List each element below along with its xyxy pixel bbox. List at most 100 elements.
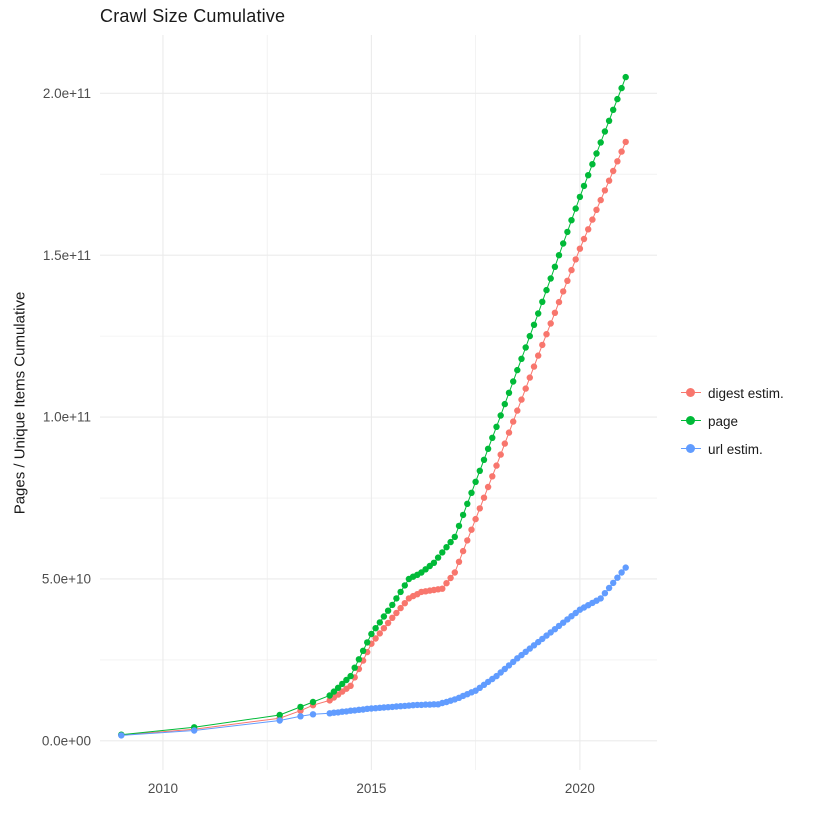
data-point-digest (389, 614, 396, 621)
data-point-url (622, 564, 629, 571)
gridlines (100, 35, 657, 770)
data-point-page (585, 172, 592, 179)
x-tick-label: 2020 (565, 781, 595, 796)
data-point-page (551, 263, 559, 270)
data-point-digest (505, 429, 513, 436)
data-point-page (309, 698, 317, 706)
data-point-page (493, 423, 500, 430)
data-point-page (443, 544, 450, 551)
data-point-digest (472, 515, 479, 523)
data-point-page (576, 193, 584, 201)
data-point-digest (493, 462, 500, 469)
data-point-page (439, 549, 446, 556)
series-url (118, 564, 629, 739)
data-point-digest (601, 187, 609, 194)
data-point-digest (518, 396, 525, 403)
chart-title: Crawl Size Cumulative (100, 6, 286, 26)
y-tick-label: 2.0e+11 (43, 86, 91, 101)
data-point-digest (459, 547, 467, 555)
data-point-page (376, 619, 383, 626)
data-point-page (560, 240, 567, 247)
data-point-digest (585, 226, 592, 233)
data-point-digest (568, 266, 575, 274)
x-axis-tick-labels: 2010 2015 2020 (148, 781, 595, 796)
data-point-url (505, 662, 513, 669)
data-point-page (355, 656, 363, 663)
data-point-page (347, 672, 354, 680)
data-point-url (618, 569, 625, 576)
data-point-page (484, 445, 492, 452)
data-point-page (343, 676, 350, 684)
y-tick-label: 5.0e+10 (42, 572, 91, 587)
data-point-digest (497, 451, 504, 458)
data-point-page (330, 688, 338, 695)
data-point-digest (468, 526, 475, 533)
data-point-page (459, 511, 467, 519)
data-point-digest (380, 625, 388, 632)
y-axis-title: Pages / Unique Items Cumulative (11, 291, 29, 515)
data-point-page (555, 252, 563, 259)
data-point-digest (510, 418, 517, 425)
data-point-digest (372, 635, 379, 642)
data-point-page (397, 588, 404, 596)
data-point-digest (555, 298, 563, 306)
legend-label-page: page (708, 413, 739, 429)
data-point-digest (480, 494, 488, 501)
data-point-url (493, 672, 500, 680)
data-point-digest (489, 473, 496, 480)
data-point-digest (530, 363, 538, 370)
data-point-page (614, 95, 621, 103)
data-point-url (297, 713, 304, 720)
data-point-page (476, 467, 483, 474)
data-point-page (334, 684, 342, 691)
legend-label-url: url estim. (708, 441, 763, 457)
data-point-page (468, 489, 475, 496)
data-point-page (401, 582, 408, 589)
data-point-digest (622, 138, 629, 146)
data-point-digest (614, 158, 621, 165)
data-point-digest (610, 167, 617, 175)
data-point-digest (376, 630, 383, 637)
data-point-digest (401, 600, 408, 607)
data-point-page (597, 139, 604, 146)
data-point-page (451, 533, 458, 541)
data-point-digest (464, 537, 471, 544)
series-page (118, 73, 629, 738)
data-point-digest (618, 148, 625, 155)
data-point-page (339, 680, 346, 688)
data-point-page (380, 613, 388, 620)
data-point-page (530, 321, 538, 328)
series-digest (118, 138, 629, 739)
data-point-digest (560, 288, 567, 295)
data-point-page (368, 630, 375, 638)
data-point-digest (443, 580, 450, 587)
data-point-url (610, 579, 617, 587)
data-point-page (384, 607, 392, 614)
data-point-page (514, 366, 521, 374)
data-point-digest (476, 505, 483, 512)
data-point-page (472, 478, 479, 485)
data-point-page (430, 559, 438, 566)
data-point-digest (576, 245, 584, 252)
data-point-digest (447, 574, 454, 582)
legend: digest estim. page url estim. (681, 379, 784, 463)
data-point-page (543, 286, 550, 294)
data-point-page (572, 205, 579, 212)
data-point-digest (526, 374, 533, 381)
data-point-digest (535, 352, 542, 359)
legend-label-digest: digest estim. (708, 385, 784, 401)
data-point-page (526, 332, 533, 340)
data-point-page (593, 150, 600, 157)
data-point-page (276, 711, 283, 719)
data-point-page (497, 412, 504, 419)
y-tick-label: 1.5e+11 (43, 248, 91, 263)
legend-item-page: page (681, 407, 784, 435)
data-point-page (605, 117, 613, 125)
data-point-digest (593, 206, 600, 213)
data-point-page (535, 310, 542, 317)
legend-key-dot-icon (681, 414, 701, 428)
data-point-page (489, 434, 496, 441)
legend-key-dot-icon (681, 386, 701, 400)
data-point-page (618, 84, 625, 92)
